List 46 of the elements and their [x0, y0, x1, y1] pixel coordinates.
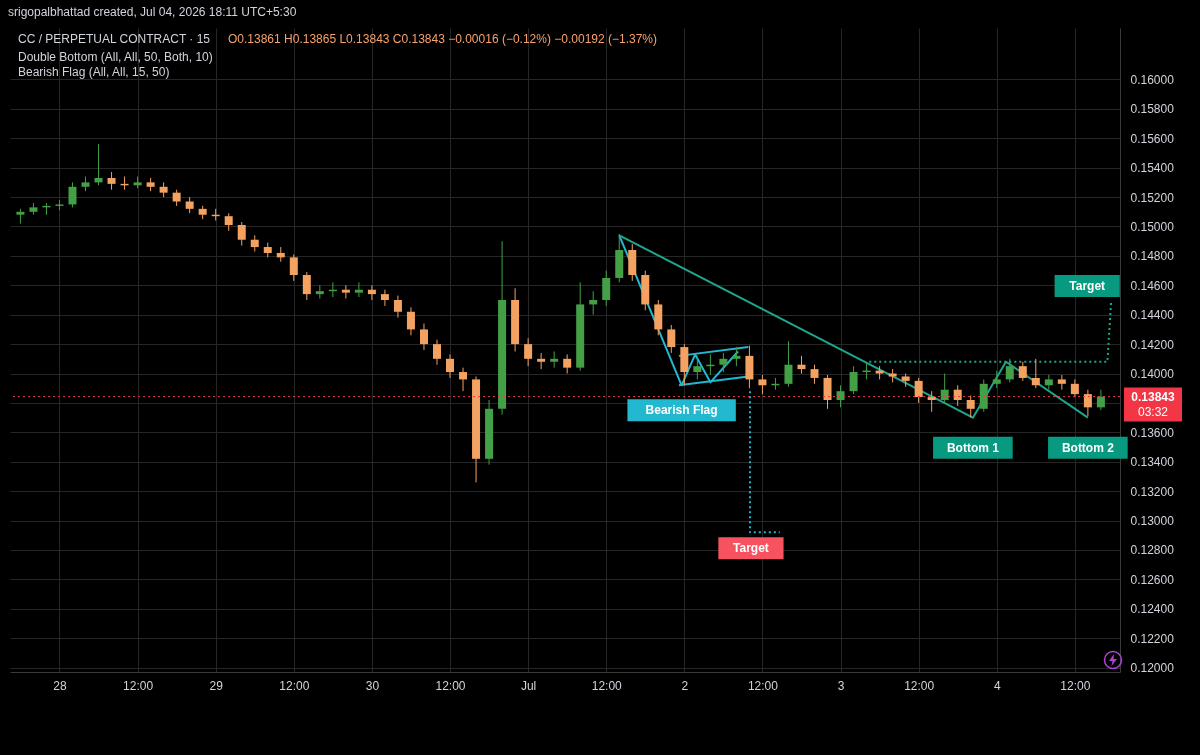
annotation: Bottom 1: [946, 440, 1000, 455]
text: srigopalbhattad created, Jul 04, 2026 18:11 UTC+5:30: [8, 5, 297, 19]
y-tick-label: 0.14400: [1130, 308, 1175, 323]
y-tick-label: 0.15600: [1130, 131, 1175, 146]
annotation: O0.13861 H0.13865 L0.13843 C0.13843 −0.00016 (−0.12%) −0.00192 (−1.37%): [228, 32, 658, 46]
y-tick-label: 0.14800: [1130, 249, 1175, 264]
x-tick-label: 12:00: [1060, 678, 1091, 693]
annotation: Target: [1069, 279, 1106, 294]
annotation: Double Bottom (All, All, 50, Both, 10): [18, 50, 213, 64]
y-tick-label: 0.12400: [1130, 602, 1175, 617]
ref-line-label: 0.13843: [1131, 389, 1176, 404]
chart-title: CC / PERPETUAL CONTRACT · 15: [18, 32, 211, 46]
x-tick-label: 29: [209, 678, 224, 693]
annotation: Bearish Flag (All, All, 15, 50): [18, 65, 170, 79]
y-tick-label: 0.15800: [1130, 102, 1175, 117]
y-tick-label: 0.14600: [1130, 278, 1175, 293]
x-tick-label: 30: [365, 678, 380, 693]
y-tick-label: 0.15200: [1130, 190, 1175, 205]
y-tick-label: 0.12800: [1130, 543, 1175, 558]
y-tick-label: 0.12600: [1130, 572, 1175, 587]
x-tick-label: 2: [681, 678, 689, 693]
y-tick-label: 0.12200: [1130, 631, 1175, 646]
y-tick-label: 0.12000: [1130, 661, 1175, 676]
y-tick-label: 0.16000: [1130, 72, 1175, 87]
x-tick-label: 12:00: [123, 678, 154, 693]
x-tick-label: 3: [837, 678, 845, 693]
text: 03:32: [1137, 404, 1169, 419]
x-tick-label: 12:00: [591, 678, 623, 693]
annotation: Bearish Flag: [645, 403, 718, 418]
x-tick-label: 12:00: [435, 678, 466, 693]
x-tick-label: 12:00: [747, 678, 779, 693]
x-tick-label: Jul: [520, 678, 537, 693]
y-tick-label: 0.15400: [1130, 161, 1175, 176]
y-tick-label: 0.14000: [1130, 367, 1175, 382]
y-tick-label: 0.13600: [1130, 425, 1175, 440]
y-tick-label: 0.15000: [1130, 219, 1175, 234]
x-tick-label: 12:00: [279, 678, 310, 693]
y-tick-label: 0.13400: [1130, 455, 1175, 470]
x-tick-label: 28: [53, 678, 67, 693]
y-tick-label: 0.13200: [1130, 484, 1175, 499]
y-tick-label: 0.13000: [1130, 514, 1175, 529]
y-tick-label: 0.14200: [1130, 337, 1175, 352]
x-tick-label: 12:00: [904, 678, 935, 693]
annotation: Target: [733, 541, 769, 556]
annotation: Bottom 2: [1061, 440, 1115, 455]
x-tick-label: 4: [993, 678, 1001, 693]
